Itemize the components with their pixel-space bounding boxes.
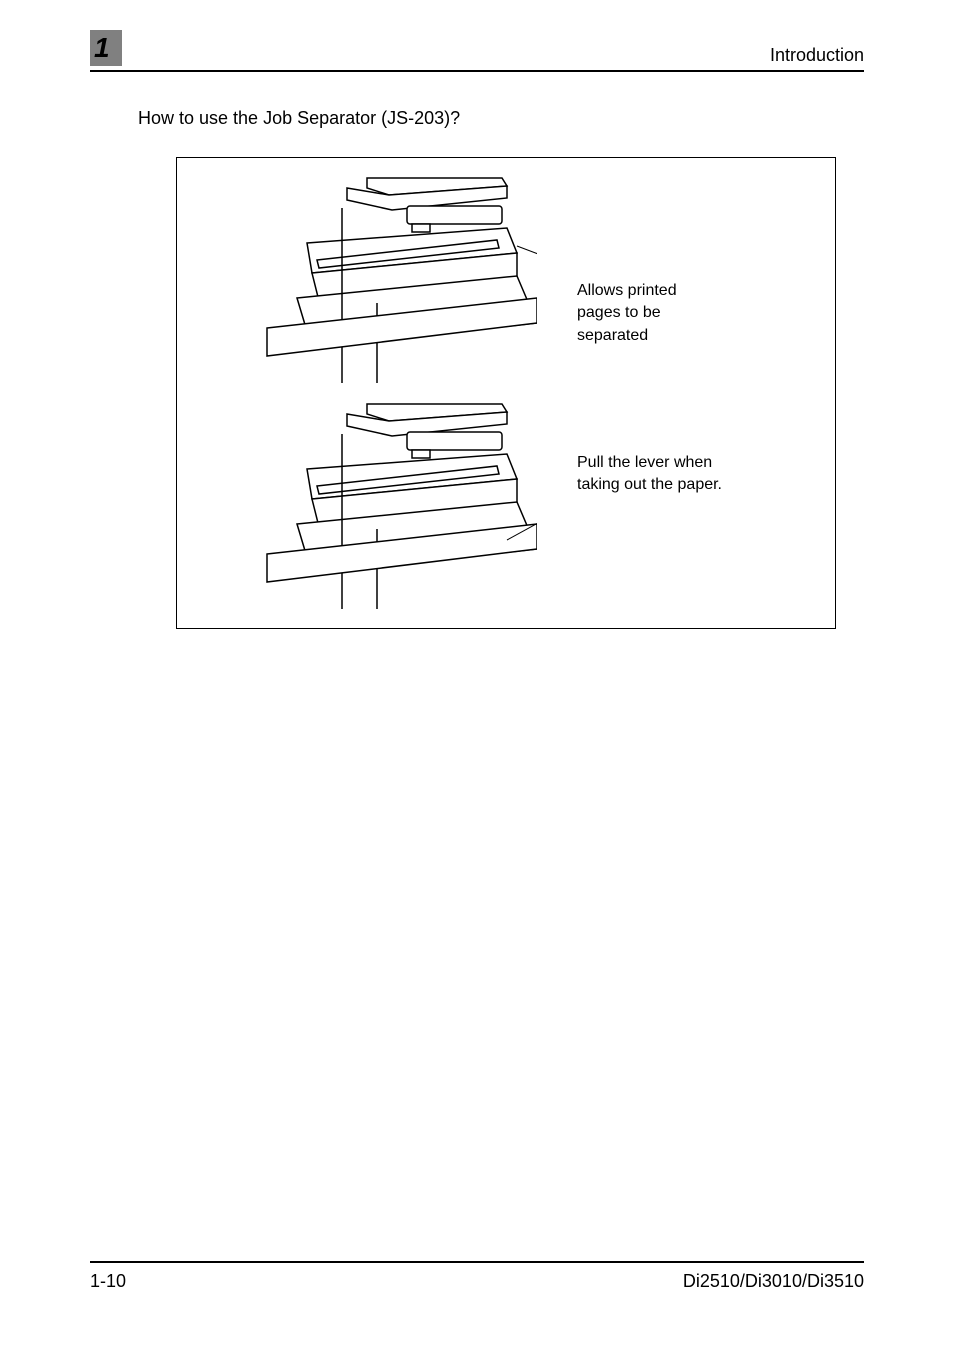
product-models: Di2510/Di3010/Di3510 — [683, 1271, 864, 1292]
callout-2: Pull the lever when taking out the paper… — [577, 452, 727, 497]
callout-1: Allows printed pages to be separated — [577, 280, 717, 347]
chapter-tab: 1 — [90, 30, 122, 66]
illustration-bottom — [257, 394, 537, 614]
callout-2-text: Pull the lever when taking out the paper… — [577, 454, 722, 493]
figure-box: Allows printed pages to be separated — [176, 157, 836, 629]
chapter-number: 1 — [94, 32, 110, 63]
callout-1-text: Allows printed pages to be separated — [577, 282, 677, 344]
page: 1 Introduction How to use the Job Separa… — [0, 0, 954, 1352]
header-section-title: Introduction — [770, 45, 864, 66]
page-header: 1 Introduction — [90, 30, 864, 72]
illustration-top — [257, 168, 537, 388]
page-footer: 1-10 Di2510/Di3010/Di3510 — [90, 1261, 864, 1292]
section-heading: How to use the Job Separator (JS-203)? — [138, 108, 864, 129]
page-number: 1-10 — [90, 1271, 126, 1292]
